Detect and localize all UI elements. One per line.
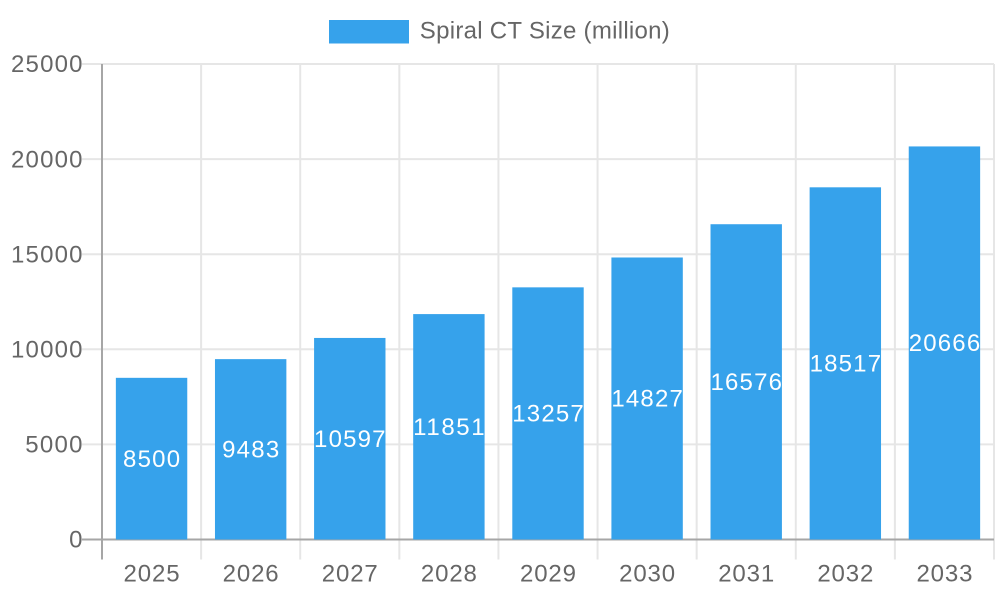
svg-text:13257: 13257: [512, 401, 584, 428]
svg-text:10000: 10000: [11, 337, 83, 364]
svg-text:2031: 2031: [718, 561, 774, 588]
svg-text:10597: 10597: [314, 426, 386, 453]
svg-text:2025: 2025: [124, 561, 180, 588]
svg-text:Spiral CT Size (million): Spiral CT Size (million): [420, 17, 670, 44]
svg-text:14827: 14827: [611, 386, 683, 413]
svg-text:8500: 8500: [123, 446, 180, 473]
svg-text:15000: 15000: [11, 241, 83, 268]
svg-text:2026: 2026: [223, 561, 279, 588]
svg-text:2027: 2027: [322, 561, 378, 588]
svg-text:0: 0: [69, 527, 82, 554]
svg-text:25000: 25000: [11, 51, 83, 78]
svg-text:2033: 2033: [916, 561, 972, 588]
svg-text:9483: 9483: [222, 437, 279, 464]
svg-text:2029: 2029: [520, 561, 576, 588]
svg-text:16576: 16576: [710, 369, 782, 396]
svg-text:20000: 20000: [11, 146, 83, 173]
svg-text:2032: 2032: [817, 561, 873, 588]
svg-text:2028: 2028: [421, 561, 477, 588]
svg-text:11851: 11851: [413, 414, 485, 441]
svg-text:2030: 2030: [619, 561, 675, 588]
svg-text:20666: 20666: [909, 330, 981, 357]
svg-text:18517: 18517: [810, 351, 882, 378]
svg-text:5000: 5000: [25, 432, 82, 459]
